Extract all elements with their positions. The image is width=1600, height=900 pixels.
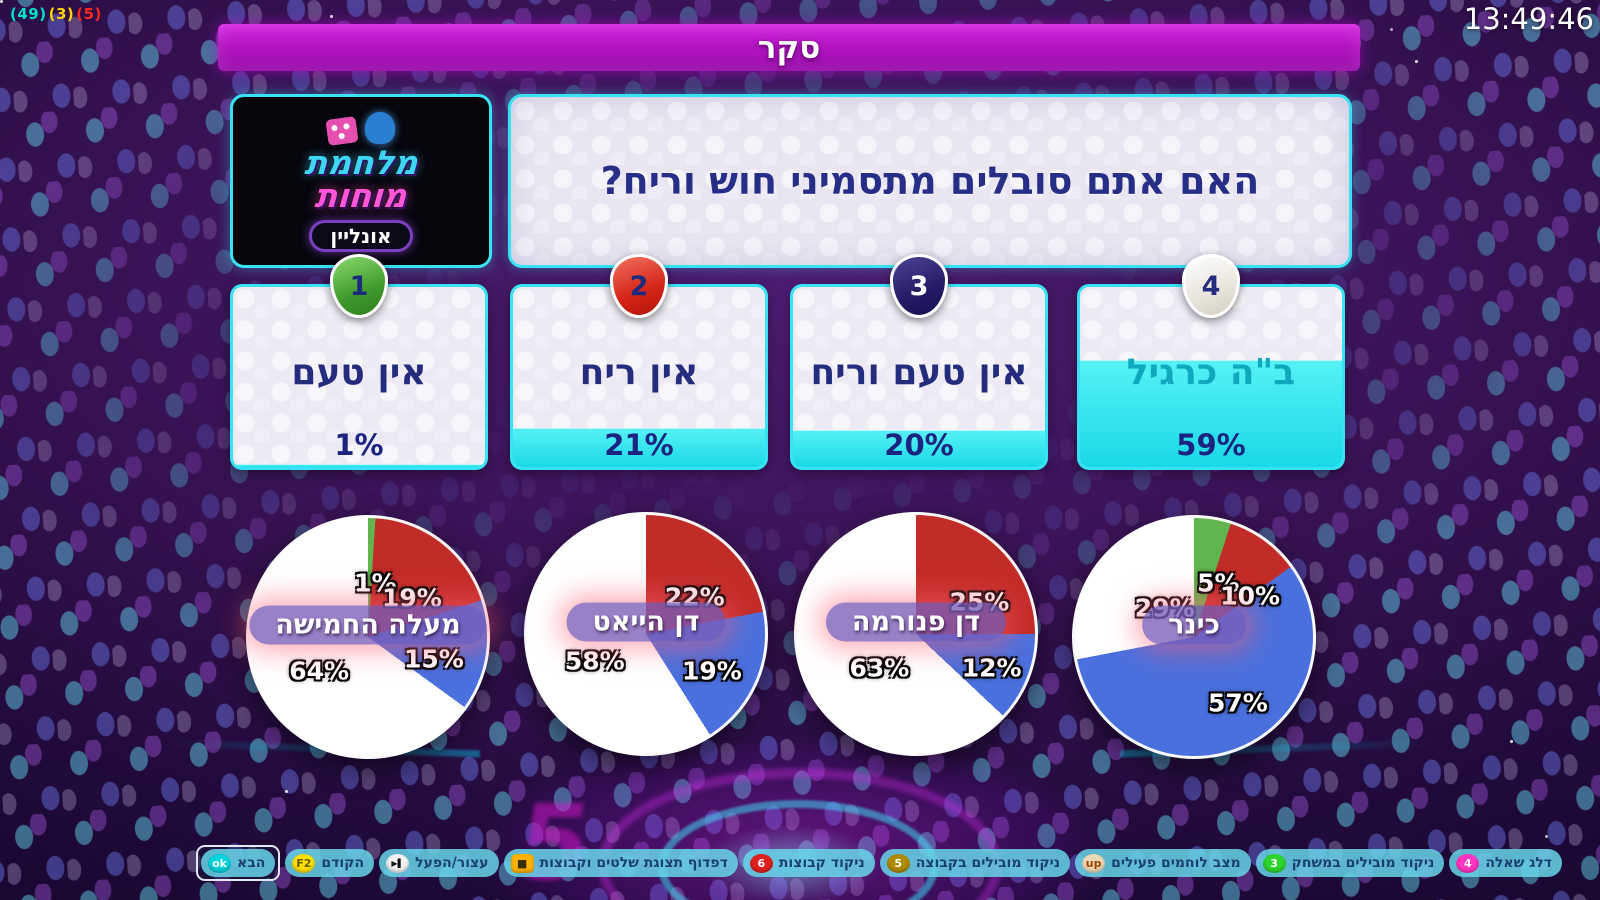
answer-percent: 20% xyxy=(884,428,954,462)
logo-online-badge: אונליין xyxy=(309,219,413,252)
toolbar-button[interactable]: ok הבא xyxy=(201,849,276,877)
answer-vote-fill xyxy=(513,428,765,467)
toolbar-button[interactable]: ▶▌ עצור/הפעל xyxy=(379,849,499,877)
counter: (5) xyxy=(76,5,102,23)
shortcut-badge-icon: ok xyxy=(208,853,231,873)
toolbar-button-label: עצור/הפעל xyxy=(415,855,489,871)
shortcut-badge-icon: 4 xyxy=(1456,853,1480,873)
answer-vote-fill xyxy=(793,430,1045,467)
toolbar-button-label: הבא xyxy=(237,855,266,871)
game-logo-card: מלחמת מוחות אונליין xyxy=(230,94,492,268)
answer-percent: 21% xyxy=(604,428,674,462)
pie-percent-label: 63% xyxy=(849,653,910,683)
answer-number-shield: 3 xyxy=(890,254,948,318)
pie-location-name: מעלה החמישה xyxy=(249,605,487,645)
shortcut-badge-icon: up xyxy=(1082,853,1106,873)
answer-number-shield: 1 xyxy=(330,254,388,318)
toolbar-button-label: ניקוד קבוצות xyxy=(778,855,865,871)
toolbar-button[interactable]: up מצב לוחמים פעילים xyxy=(1075,849,1251,877)
answer-card: אין טעם וריח 20% 3 xyxy=(790,254,1048,470)
sparkle-dots xyxy=(0,0,3,3)
location-pie-chart: דן פנורמה 25%12%63% xyxy=(794,512,1038,756)
toolbar-button[interactable]: 5 ניקוד מובילים בקבוצה xyxy=(879,849,1071,877)
counter: (49) xyxy=(10,5,47,23)
answer-card: ב"ה כרגיל 59% 4 xyxy=(1077,254,1345,470)
answer-label: אין טעם וריח xyxy=(810,351,1028,393)
shortcut-badge-icon: 5 xyxy=(886,853,910,873)
pie-percent-label: 57% xyxy=(1207,688,1268,718)
answer-number-shield: 2 xyxy=(610,254,668,318)
location-pie-chart: דן הייאט 22% 19% 58% xyxy=(524,512,768,756)
pie-percent-label: 1% xyxy=(354,568,397,598)
pie-location-name: דן פנורמה xyxy=(825,602,1007,642)
toolbar-button[interactable]: ■ דפדוף תצוגת שלטים וקבוצות xyxy=(503,849,738,877)
answer-card-body: אין טעם וריח 20% xyxy=(790,284,1048,470)
pie-percent-label: 10% xyxy=(1220,581,1281,611)
toolbar-button-label: דלג שאלה xyxy=(1485,855,1553,871)
answer-percent: 59% xyxy=(1176,428,1246,462)
answer-vote-fill xyxy=(1080,359,1342,467)
shortcut-badge-icon: F2 xyxy=(292,853,316,873)
pie-percent-label: 58% xyxy=(564,646,625,676)
answer-card: אין טעם 1% 1 xyxy=(230,254,488,470)
toolbar-button[interactable]: 3 ניקוד מובילים במשחק xyxy=(1255,849,1445,877)
toolbar-button[interactable]: 4 דלג שאלה xyxy=(1449,849,1563,877)
answer-label: ב"ה כרגיל xyxy=(1126,351,1296,393)
pie-percent-label: 19% xyxy=(681,656,742,686)
logo-figures xyxy=(325,110,395,147)
page-title: סקר xyxy=(757,29,821,66)
shortcut-badge-icon: 6 xyxy=(749,853,773,873)
answer-percent: 1% xyxy=(334,428,384,462)
answer-vote-fill xyxy=(233,464,485,467)
pie-percent-label: 12% xyxy=(961,653,1022,683)
answer-card: אין ריח 21% 2 xyxy=(510,254,768,470)
location-pie-chart: כינר 5%10%29%57% xyxy=(1072,515,1316,759)
location-pie-chart: מעלה החמישה 1% 19% 15% 64% xyxy=(246,515,490,759)
pie-location-name: כינר xyxy=(1142,605,1246,645)
pie-location-name: דן הייאט xyxy=(566,602,726,642)
shortcut-badge-icon: ▶▌ xyxy=(386,853,410,873)
toolbar-button-label: מצב לוחמים פעילים xyxy=(1111,855,1241,871)
answer-number-shield: 4 xyxy=(1182,254,1240,318)
selected-toolbar-button-frame[interactable]: ok הבא xyxy=(196,845,281,881)
clock: 13:49:46 xyxy=(1463,2,1594,36)
shortcut-badge-icon: ■ xyxy=(510,853,534,873)
counter: (3) xyxy=(48,5,75,23)
toolbar-button[interactable]: F2 הקודם xyxy=(285,849,375,877)
pie-percent-label: 64% xyxy=(289,656,350,686)
head-silhouette-icon xyxy=(365,112,395,145)
question-panel: האם אתם סובלים מתסמיני חוש וריח? xyxy=(508,94,1352,268)
logo-title-line2: מוחות xyxy=(313,176,409,216)
toolbar-button-label: דפדוף תצוגת שלטים וקבוצות xyxy=(539,855,728,871)
robot-icon xyxy=(325,116,359,147)
toolbar-button-label: ניקוד מובילים בקבוצה xyxy=(915,855,1061,871)
answer-label: אין ריח xyxy=(579,351,699,393)
answer-label: אין טעם xyxy=(291,351,427,393)
toolbar-button[interactable]: 6 ניקוד קבוצות xyxy=(742,849,875,877)
toolbar-button-label: ניקוד מובילים במשחק xyxy=(1291,855,1435,871)
pie-percent-label: 15% xyxy=(403,644,464,674)
question-text: האם אתם סובלים מתסמיני חוש וריח? xyxy=(600,159,1260,203)
remote-counters: (49) (3) (5) xyxy=(10,5,104,23)
toolbar-button-label: הקודם xyxy=(321,855,365,871)
answer-card-body: אין טעם 1% xyxy=(230,284,488,470)
screen-title-bar: סקר xyxy=(218,24,1360,71)
control-toolbar: ok הבא F2 הקודם ▶▌ עצור/הפעל ■ דפדוף תצו… xyxy=(196,845,1563,881)
shortcut-badge-icon: 3 xyxy=(1262,853,1286,873)
pie-percent-label: 5% xyxy=(1197,568,1240,598)
logo-title-line1: מלחמת xyxy=(302,143,420,183)
